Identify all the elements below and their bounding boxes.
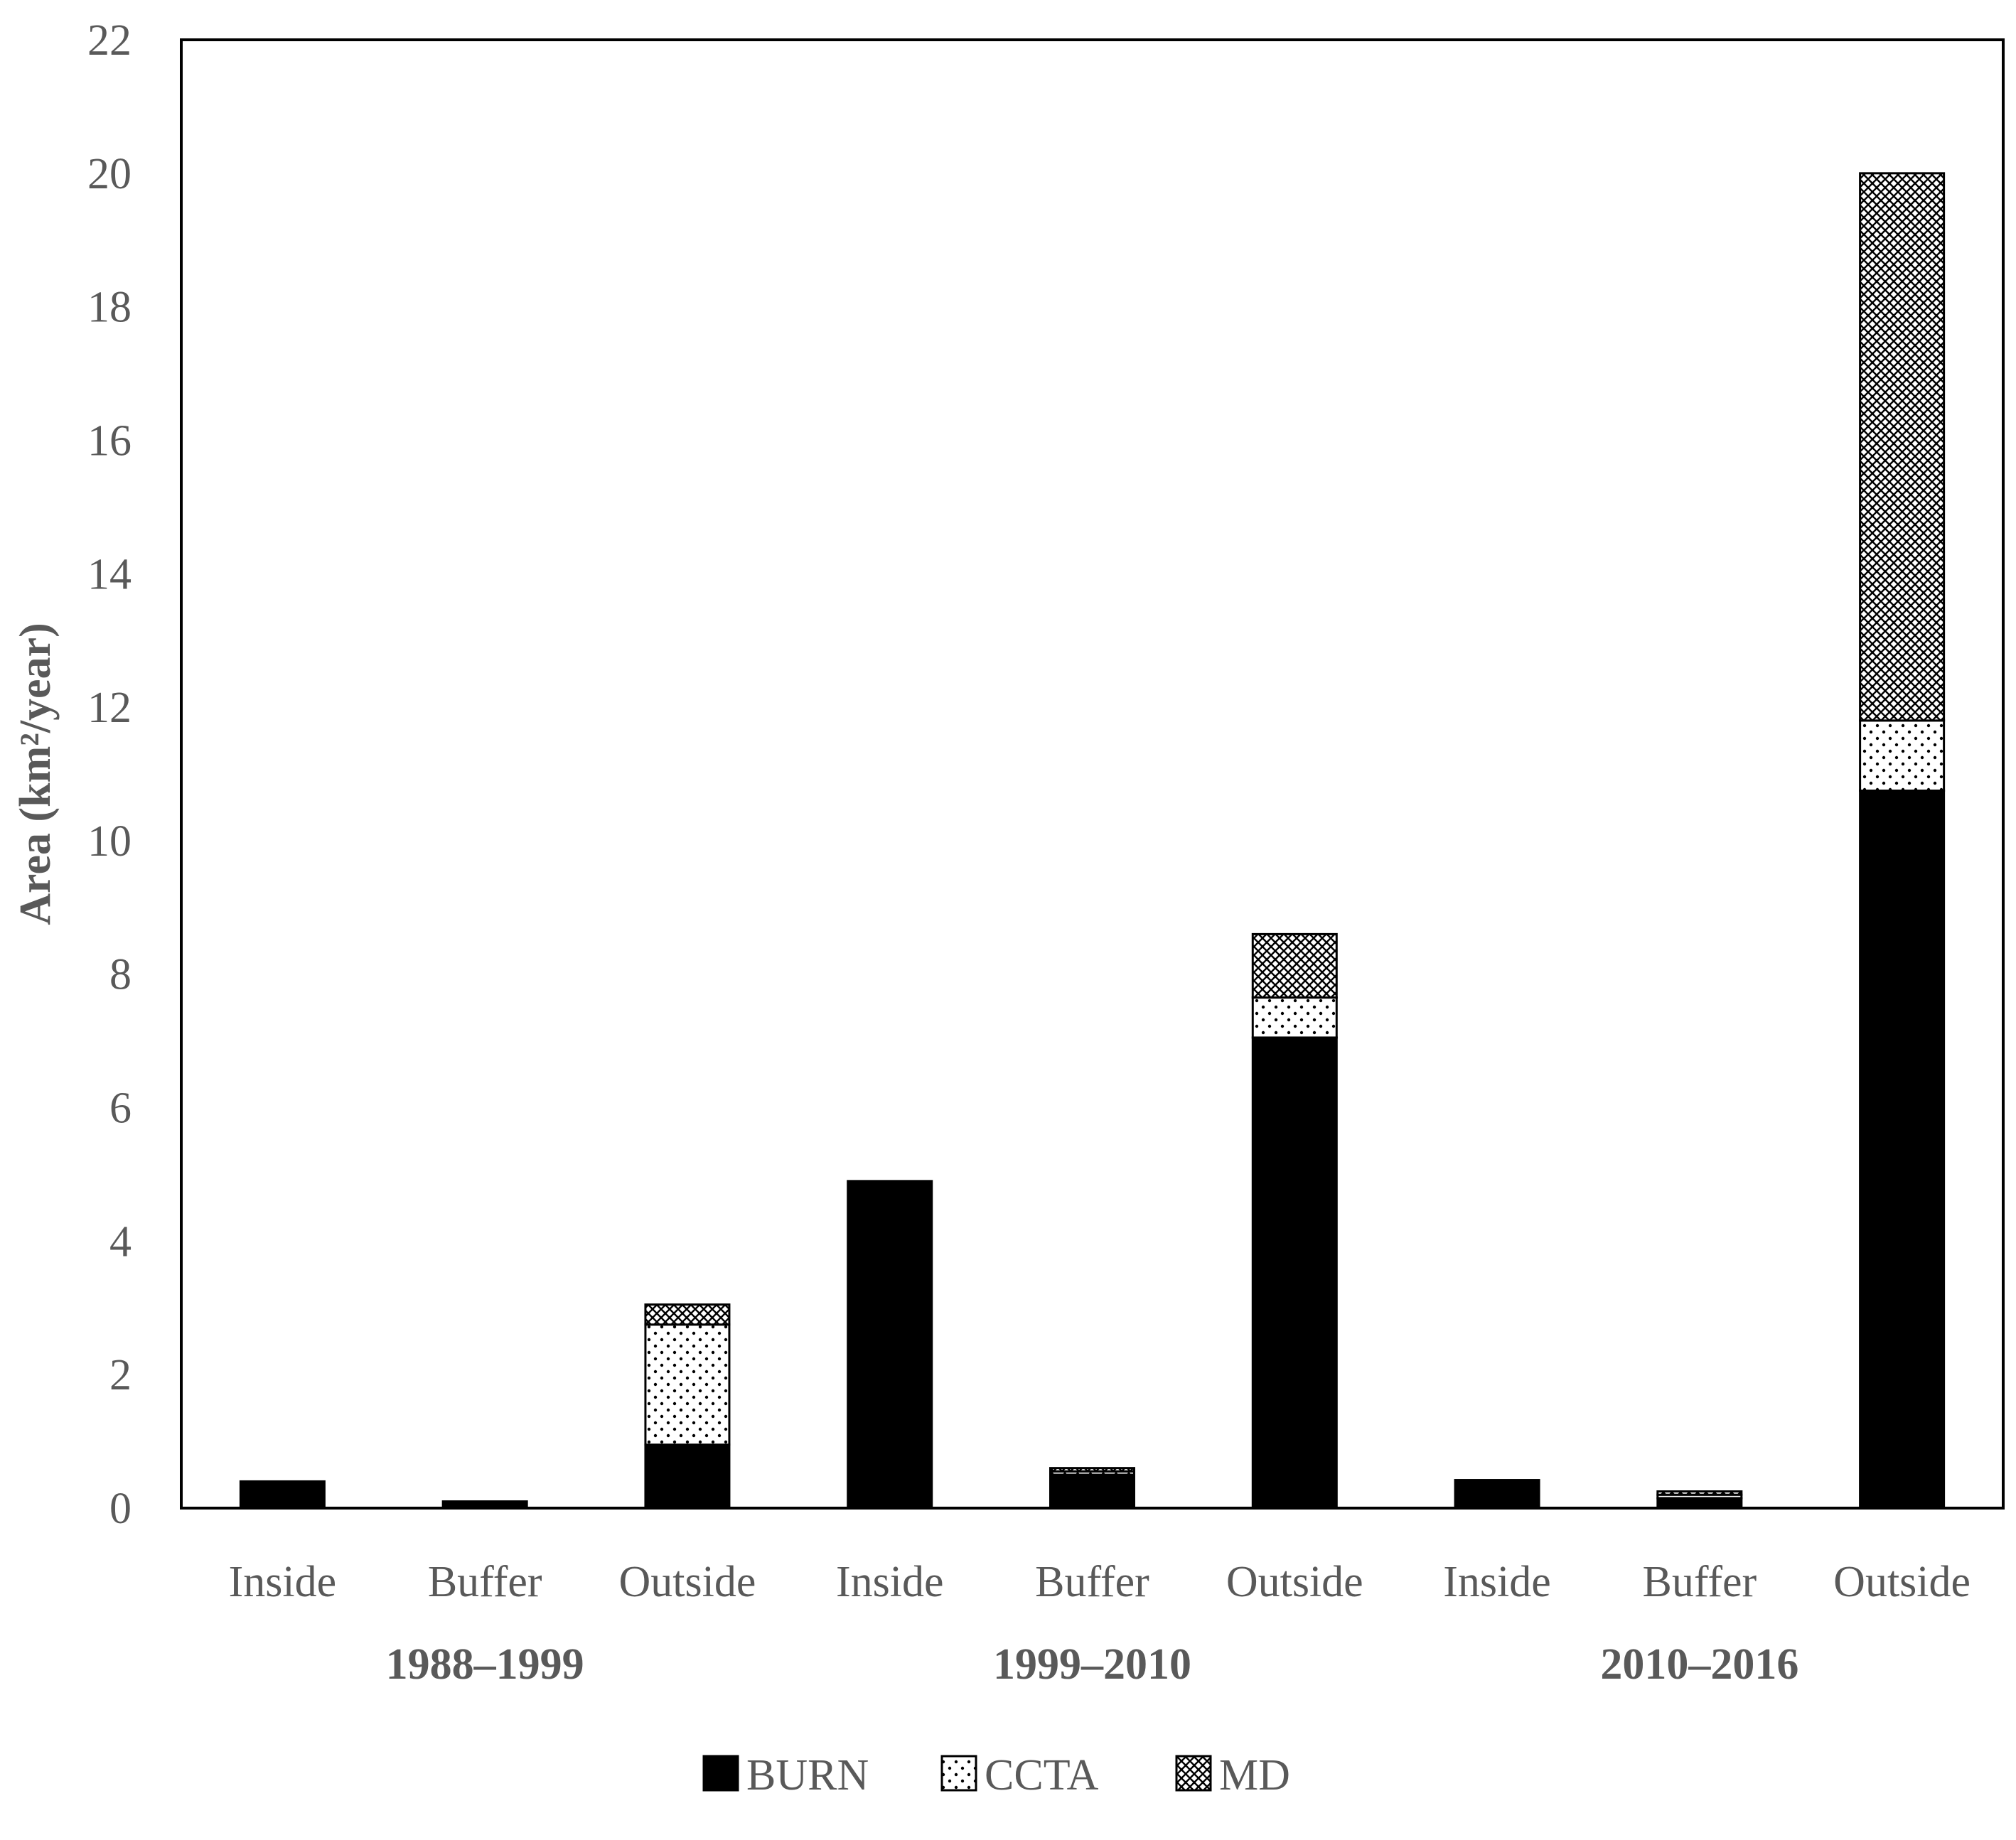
legend: BURN CCTA MD: [702, 1751, 1290, 1799]
y-tick-label: 20: [87, 150, 132, 198]
legend-swatch-md: [1175, 1755, 1212, 1792]
bar-segment-md-5: [1049, 1467, 1135, 1473]
plot-area: [180, 38, 2005, 1510]
x-tick-label: Buffer: [1642, 1558, 1757, 1606]
x-tick-label: Outside: [1833, 1558, 1971, 1606]
y-tick-label: 10: [87, 817, 132, 866]
bar-segment-burn-7: [1454, 1479, 1540, 1510]
y-tick-label: 18: [87, 284, 132, 332]
x-tick-label: Outside: [619, 1558, 756, 1606]
bar-segment-burn-5: [1049, 1473, 1135, 1510]
bar-segment-burn-4: [847, 1180, 933, 1510]
legend-label-md: MD: [1219, 1751, 1290, 1799]
y-tick-label: 22: [87, 16, 132, 65]
bar-segment-md-3: [644, 1303, 731, 1326]
y-tick-label: 6: [109, 1085, 132, 1133]
bar-segment-md-8: [1656, 1490, 1743, 1496]
legend-label-ccta: CCTA: [985, 1751, 1099, 1799]
bar-segment-burn-6: [1251, 1036, 1338, 1510]
y-axis: 0 2 4 6 8 10 12 14 16 18 20 22: [87, 16, 132, 1533]
x-axis: Inside Buffer Outside Inside Buffer Outside In…: [229, 1558, 1971, 1689]
x-group-label: 1999–2010: [993, 1640, 1191, 1689]
bar-segment-ccta-3: [644, 1323, 731, 1446]
y-axis-label: Area (km²/year): [11, 623, 60, 925]
bar-segment-md-9: [1859, 172, 1946, 722]
y-tick-label: 8: [109, 951, 132, 999]
x-group-label: 1988–1999: [386, 1640, 584, 1689]
bar-segment-ccta-6: [1251, 996, 1338, 1039]
y-tick-label: 12: [87, 684, 132, 732]
x-tick-label: Inside: [229, 1558, 337, 1606]
x-group-label: 2010–2016: [1600, 1640, 1798, 1689]
x-tick-label: Outside: [1226, 1558, 1363, 1606]
x-tick-label: Inside: [1443, 1558, 1551, 1606]
legend-label-burn: BURN: [746, 1751, 869, 1799]
bar-segment-burn-1: [239, 1480, 326, 1510]
x-tick-label: Buffer: [428, 1558, 542, 1606]
y-tick-label: 16: [87, 416, 132, 465]
bar-segment-burn-3: [644, 1443, 731, 1510]
x-tick-label: Buffer: [1035, 1558, 1149, 1606]
legend-swatch-ccta: [940, 1755, 977, 1792]
y-tick-label: 2: [109, 1351, 132, 1399]
x-tick-label: Inside: [836, 1558, 944, 1606]
bar-segment-burn-9: [1859, 789, 1946, 1510]
plot-frame: [180, 38, 2005, 1510]
y-tick-label: 0: [109, 1485, 132, 1533]
bar-segment-md-6: [1251, 932, 1338, 999]
bar-segment-burn-2: [441, 1500, 528, 1510]
y-tick-label: 14: [87, 550, 132, 598]
legend-swatch-burn: [702, 1755, 739, 1792]
bar-segment-ccta-9: [1859, 719, 1946, 792]
bar-segment-burn-8: [1656, 1497, 1743, 1510]
y-tick-label: 4: [109, 1217, 132, 1266]
